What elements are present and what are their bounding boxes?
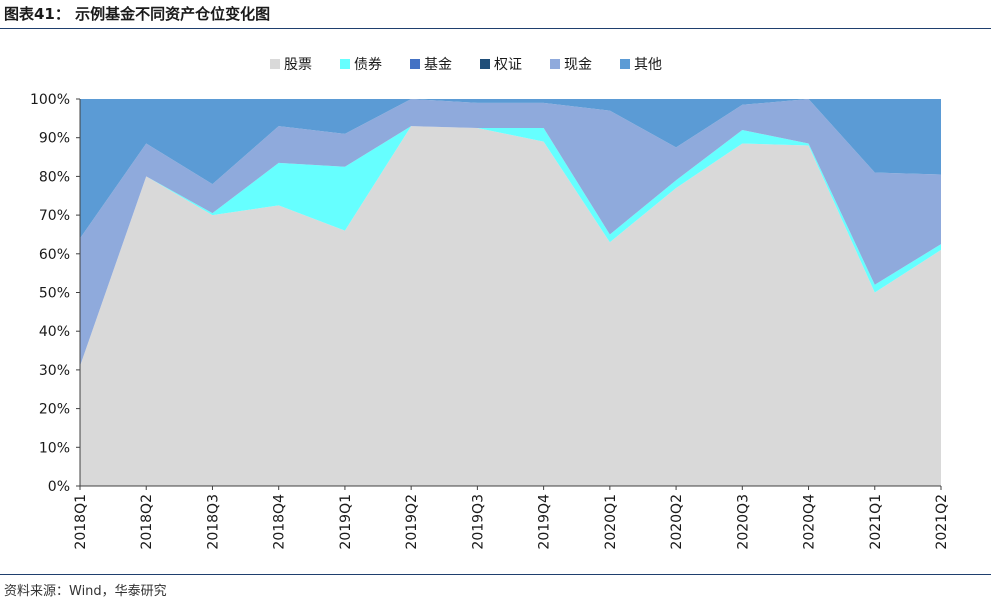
legend-swatch-3 bbox=[480, 59, 490, 69]
legend-label-4: 现金 bbox=[564, 57, 592, 73]
x-axis-ticks: 2018Q1 2018Q2 2018Q3 2018Q4 2019Q1 2019Q2 2019… bbox=[73, 486, 950, 550]
area-series-5 bbox=[80, 99, 941, 239]
y-tick-label: 40% bbox=[39, 324, 70, 340]
y-tick-label: 50% bbox=[39, 286, 70, 302]
x-tick-label: 2019Q2 bbox=[404, 494, 420, 550]
legend-swatch-0 bbox=[270, 59, 280, 69]
title-divider bbox=[0, 28, 991, 29]
legend-label-1: 债券 bbox=[354, 57, 382, 73]
x-tick-label: 2019Q1 bbox=[338, 494, 354, 550]
y-tick-label: 30% bbox=[39, 363, 70, 379]
y-tick-label: 90% bbox=[39, 131, 70, 147]
x-tick-label: 2020Q4 bbox=[802, 494, 818, 550]
x-tick-label: 2020Q3 bbox=[735, 494, 751, 550]
legend-label-3: 权证 bbox=[494, 57, 522, 73]
y-tick-label: 70% bbox=[39, 208, 70, 224]
area-series-0 bbox=[80, 126, 941, 486]
legend-swatch-5 bbox=[620, 59, 630, 69]
legend-label-5: 其他 bbox=[634, 57, 662, 73]
figure-title: 图表41： 示例基金不同资产仓位变化图 bbox=[4, 5, 271, 23]
x-tick-label: 2019Q3 bbox=[470, 494, 486, 550]
y-tick-label: 60% bbox=[39, 247, 70, 263]
x-tick-label: 2018Q4 bbox=[272, 494, 288, 550]
x-tick-label: 2021Q1 bbox=[868, 494, 884, 550]
x-tick-label: 2020Q1 bbox=[603, 494, 619, 550]
x-tick-label: 2018Q1 bbox=[73, 494, 89, 550]
area-series-1 bbox=[80, 126, 941, 367]
x-tick-label: 2019Q4 bbox=[537, 494, 553, 550]
y-axis-ticks: 0% 10% 20% 30% 40% 50% 60% 70% 80% 90% 100% bbox=[30, 92, 80, 495]
x-tick-label: 2018Q2 bbox=[139, 494, 155, 550]
x-tick-label: 2021Q2 bbox=[934, 494, 950, 550]
y-tick-label: 10% bbox=[39, 440, 70, 456]
y-tick-label: 80% bbox=[39, 169, 70, 185]
y-tick-label: 100% bbox=[30, 92, 70, 108]
source-note: 资料来源：Wind，华泰研究 bbox=[4, 584, 167, 599]
stacked-area-chart: 股票 债券 基金 权证 现金 其他 0% 10% 20% 30% 40% 50% 60% 70% 80% 9… bbox=[30, 56, 950, 550]
y-tick-label: 20% bbox=[39, 402, 70, 418]
area-series bbox=[80, 99, 941, 486]
legend-label-2: 基金 bbox=[424, 56, 452, 73]
legend-label-0: 股票 bbox=[284, 57, 312, 73]
legend-swatch-2 bbox=[410, 59, 420, 69]
y-tick-label: 0% bbox=[48, 479, 70, 495]
x-tick-label: 2020Q2 bbox=[669, 494, 685, 550]
x-tick-label: 2018Q3 bbox=[205, 494, 221, 550]
legend-swatch-1 bbox=[340, 59, 350, 69]
legend: 股票 债券 基金 权证 现金 其他 bbox=[270, 56, 662, 73]
footer-divider bbox=[0, 574, 991, 575]
legend-swatch-4 bbox=[550, 59, 560, 69]
